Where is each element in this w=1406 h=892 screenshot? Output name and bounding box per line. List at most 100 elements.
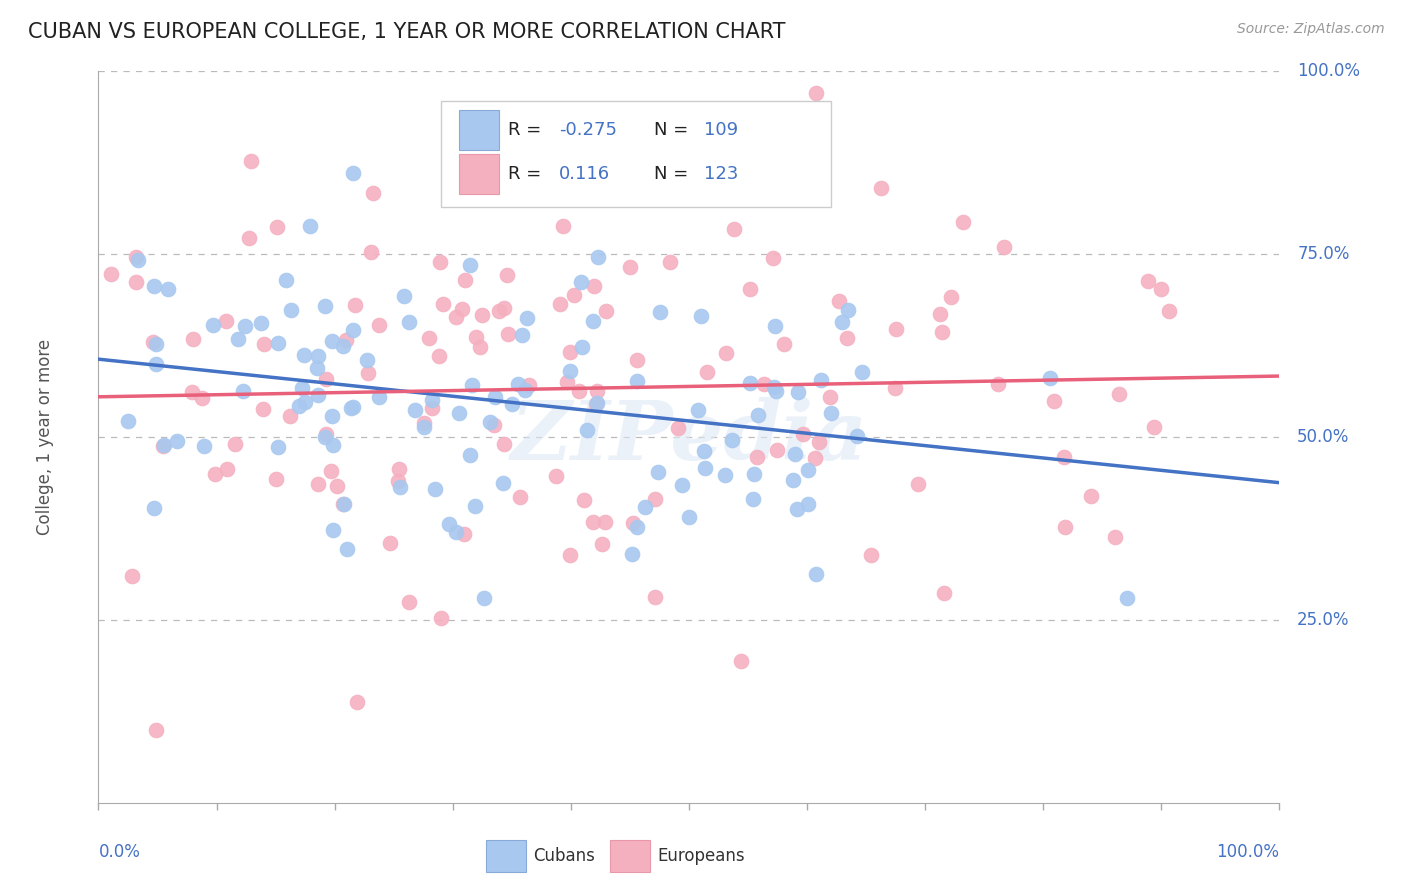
Point: [929, 306, 952, 320]
Point: [634, 500, 657, 515]
Point: [142, 278, 165, 293]
Point: [586, 384, 609, 399]
Point: [299, 219, 322, 234]
FancyBboxPatch shape: [458, 110, 499, 150]
Point: [336, 541, 359, 556]
Point: [1043, 393, 1066, 408]
Text: R =: R =: [508, 165, 547, 183]
Point: [215, 462, 238, 476]
Text: Source: ZipAtlas.com: Source: ZipAtlas.com: [1237, 22, 1385, 37]
Point: [689, 310, 711, 324]
Point: [659, 255, 682, 269]
Point: [859, 548, 882, 562]
Point: [484, 418, 506, 433]
Point: [252, 401, 274, 416]
Point: [142, 335, 165, 350]
Point: [501, 168, 523, 182]
Text: 100.0%: 100.0%: [1298, 62, 1360, 80]
Point: [267, 440, 290, 454]
Point: [623, 516, 645, 530]
Point: [494, 436, 516, 450]
Point: [582, 279, 605, 293]
Point: [1053, 450, 1076, 464]
Point: [845, 429, 868, 443]
Point: [332, 497, 354, 511]
Point: [571, 340, 593, 354]
Text: R =: R =: [508, 121, 547, 139]
Point: [321, 409, 343, 424]
Point: [738, 282, 761, 296]
Point: [562, 288, 585, 302]
Point: [288, 400, 311, 414]
Point: [509, 490, 531, 504]
Point: [145, 357, 167, 371]
Point: [851, 366, 873, 380]
Point: [404, 402, 426, 417]
Point: [420, 401, 443, 415]
Point: [420, 393, 443, 408]
Point: [449, 406, 471, 420]
Point: [388, 480, 411, 494]
Text: Cubans: Cubans: [533, 847, 595, 865]
Text: Europeans: Europeans: [657, 847, 745, 865]
Point: [432, 297, 454, 311]
FancyBboxPatch shape: [458, 154, 499, 194]
Point: [688, 403, 710, 417]
Point: [471, 309, 494, 323]
Point: [555, 375, 578, 389]
Point: [987, 377, 1010, 392]
Point: [773, 337, 796, 351]
Point: [1137, 274, 1160, 288]
Point: [548, 296, 571, 310]
Point: [465, 329, 488, 343]
Text: N =: N =: [654, 121, 693, 139]
Point: [253, 337, 276, 351]
Point: [529, 170, 551, 185]
Text: College, 1 year or more: College, 1 year or more: [37, 339, 55, 535]
Point: [388, 462, 411, 476]
Point: [378, 536, 401, 550]
Point: [932, 586, 955, 600]
Point: [765, 384, 787, 398]
Point: [484, 390, 506, 404]
Point: [516, 311, 538, 326]
Point: [678, 510, 700, 524]
Point: [454, 273, 477, 287]
Point: [745, 450, 768, 465]
Point: [278, 409, 301, 423]
Point: [501, 397, 523, 411]
Text: -0.275: -0.275: [560, 121, 617, 139]
Point: [360, 245, 382, 260]
Point: [747, 409, 769, 423]
Point: [626, 353, 648, 368]
Point: [1104, 530, 1126, 544]
Point: [294, 395, 316, 409]
Point: [553, 219, 575, 233]
Point: [644, 492, 666, 507]
Point: [952, 214, 974, 228]
Point: [322, 523, 344, 537]
Text: 50.0%: 50.0%: [1298, 428, 1350, 446]
Point: [125, 250, 148, 264]
Point: [291, 381, 314, 395]
Point: [568, 384, 591, 399]
Point: [797, 463, 820, 477]
FancyBboxPatch shape: [441, 101, 831, 207]
Point: [264, 472, 287, 486]
Point: [693, 461, 716, 475]
Point: [782, 473, 804, 487]
Point: [468, 341, 491, 355]
Point: [204, 467, 226, 482]
Point: [314, 299, 336, 313]
Point: [472, 591, 495, 606]
Point: [451, 302, 474, 317]
Point: [121, 569, 143, 583]
Point: [723, 221, 745, 235]
Point: [883, 381, 905, 395]
Point: [342, 323, 364, 337]
Text: N =: N =: [654, 165, 693, 183]
Point: [803, 450, 825, 465]
Point: [235, 319, 257, 334]
Text: 0.0%: 0.0%: [98, 843, 141, 861]
Point: [620, 548, 643, 562]
